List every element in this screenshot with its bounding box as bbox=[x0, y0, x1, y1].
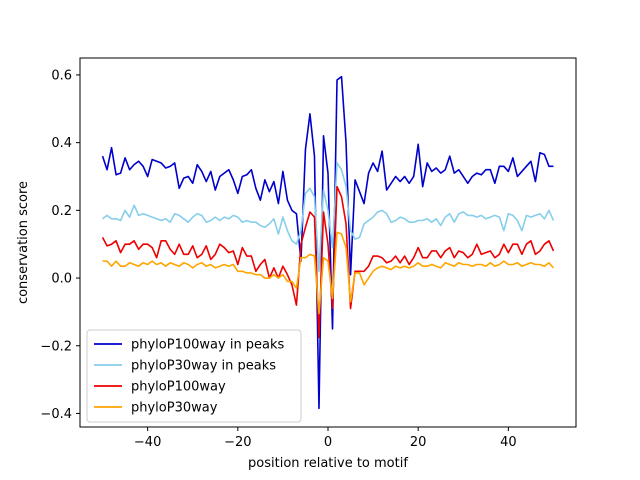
series-layer bbox=[101, 75, 555, 410]
y-axis-label: conservation score bbox=[16, 181, 31, 304]
y-tick-label-5: 0.4 bbox=[51, 136, 72, 151]
legend-label-2: phyloP30way in peaks bbox=[131, 359, 276, 374]
x-tick-label-5: 40 bbox=[500, 435, 517, 450]
y-axis: −0.4 −0.2 0.0 0.2 0.4 0.6 bbox=[40, 68, 80, 422]
legend-label-4: phyloP30way bbox=[131, 401, 218, 416]
x-tick-label-3: 0 bbox=[324, 435, 332, 450]
y-tick-label-6: 0.6 bbox=[51, 68, 72, 83]
x-axis: −40 −20 0 20 40 bbox=[134, 427, 517, 450]
series-line-4 bbox=[102, 231, 555, 315]
legend-label-1: phyloP100way in peaks bbox=[131, 338, 285, 353]
y-tick-label-4: 0.2 bbox=[51, 204, 72, 219]
legend: phyloP100way in peaks phyloP30way in peak… bbox=[86, 329, 302, 423]
x-axis-label: position relative to motif bbox=[248, 456, 408, 471]
x-tick-label-4: 20 bbox=[410, 435, 427, 450]
series-line-1 bbox=[101, 75, 554, 410]
legend-box bbox=[86, 329, 302, 423]
y-tick-label-2: −0.2 bbox=[40, 339, 72, 354]
series-line-3 bbox=[101, 185, 555, 339]
legend-label-3: phyloP100way bbox=[131, 380, 226, 395]
x-tick-label-1: −40 bbox=[134, 435, 161, 450]
x-tick-label-2: −20 bbox=[224, 435, 251, 450]
series-line-2 bbox=[102, 162, 555, 273]
y-tick-label-3: 0.0 bbox=[51, 272, 72, 287]
y-tick-label-1: −0.4 bbox=[40, 407, 72, 422]
